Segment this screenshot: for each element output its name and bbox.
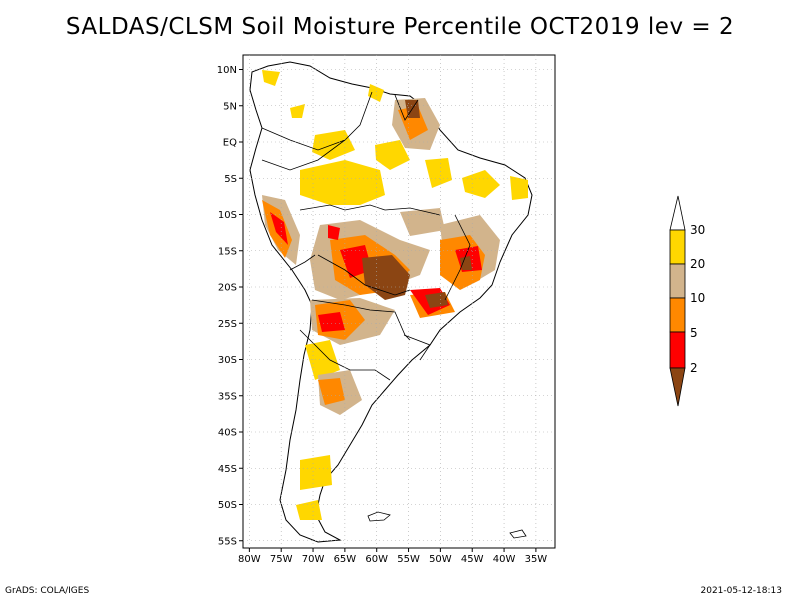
patch-5-10 [318, 378, 345, 405]
lon-tick-label: 70W [302, 554, 325, 565]
lon-tick-label: 45W [461, 554, 484, 565]
lon-tick-label: 35W [525, 554, 548, 565]
patch-20-30 [462, 170, 500, 198]
legend-swatch-above-30 [669, 195, 686, 231]
legend-swatch-5-10 [669, 297, 686, 333]
legend-label-30: 30 [690, 223, 705, 237]
legend-label-20: 20 [690, 257, 705, 271]
lat-tick-label: EQ [223, 138, 237, 149]
falkland-islands [367, 511, 391, 522]
patch-below-2 [425, 292, 448, 308]
patch-2-5 [328, 225, 340, 240]
lat-tick-label: 25S [218, 319, 237, 330]
soil-moisture-field [262, 70, 528, 520]
patch-20-30 [300, 160, 385, 205]
patch-20-30 [262, 70, 280, 86]
lat-tick-label: 35S [218, 391, 237, 402]
lat-tick-label: 30S [218, 355, 237, 366]
patch-20-30 [305, 340, 340, 380]
lon-tick-label: 40W [493, 554, 516, 565]
patch-2-5 [318, 312, 345, 332]
patch-20-30 [425, 158, 452, 188]
patch-10-20 [400, 208, 445, 236]
page-title: SALDAS/CLSM Soil Moisture Percentile OCT… [65, 14, 735, 40]
legend-colorbar: 30 20 10 5 2 [669, 195, 705, 407]
patch-below-2 [460, 256, 472, 270]
patch-20-30 [290, 104, 305, 118]
lat-tick-label: 5N [223, 101, 237, 112]
patch-20-30 [312, 130, 355, 160]
legend-swatch-20-30 [669, 229, 686, 265]
island-east [509, 529, 527, 539]
patch-20-30 [368, 84, 384, 102]
footer-credit: GrADS: COLA/IGES [5, 586, 90, 596]
lon-tick-label: 55W [397, 554, 420, 565]
legend-label-10: 10 [690, 291, 705, 305]
patch-20-30 [375, 140, 410, 170]
patch-20-30 [300, 455, 332, 490]
lat-tick-label: 40S [218, 428, 237, 439]
patch-5-10 [398, 106, 428, 140]
legend-swatch-2-5 [669, 331, 686, 369]
lat-tick-label: 5S [224, 174, 237, 185]
patch-2-5 [270, 212, 288, 245]
legend-swatch-below-2 [669, 367, 686, 407]
lat-tick-label: 45S [218, 464, 237, 475]
lon-tick-label: 80W [238, 554, 261, 565]
lat-tick-label: 10S [218, 210, 237, 221]
lon-tick-label: 65W [334, 554, 357, 565]
lon-tick-label: 75W [270, 554, 293, 565]
patch-below-2 [362, 255, 410, 300]
lat-tick-label: 50S [218, 500, 237, 511]
lat-tick-label: 10N [217, 65, 237, 76]
lon-tick-label: 50W [429, 554, 452, 565]
country-borders [261, 91, 471, 381]
legend-swatch-10-20 [669, 263, 686, 299]
lat-tick-label: 20S [218, 283, 237, 294]
lon-tick-label: 60W [365, 554, 388, 565]
patch-20-30 [510, 176, 528, 200]
legend-label-5: 5 [690, 326, 698, 340]
patch-20-30 [296, 500, 322, 520]
lat-tick-label: 15S [218, 246, 237, 257]
footer-timestamp: 2021-05-12-18:13 [700, 586, 783, 596]
legend-label-2: 2 [690, 361, 698, 375]
lat-tick-label: 55S [218, 536, 237, 547]
